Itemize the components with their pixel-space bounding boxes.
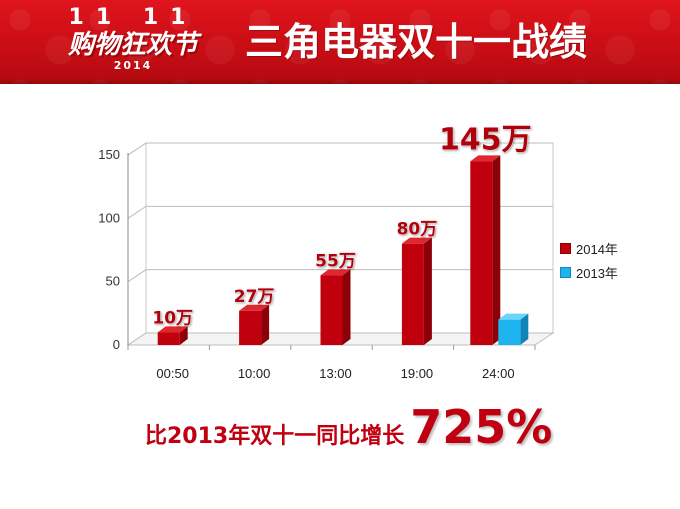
data-label: 55万	[315, 251, 356, 271]
chart-legend: 2014年 2013年	[560, 236, 650, 284]
y-tick-label: 100	[98, 210, 120, 225]
legend-item-2013: 2013年	[560, 260, 650, 284]
bar-2014-side	[492, 155, 501, 345]
bar-2014-top	[239, 304, 270, 311]
y-tick-label: 0	[113, 337, 120, 352]
data-label: 10万	[152, 308, 193, 328]
legend-swatch-2014	[560, 242, 571, 254]
logo-top-text: 11 11	[68, 5, 198, 30]
bar-2014	[470, 161, 493, 345]
data-label: 27万	[234, 287, 275, 307]
growth-summary: 比2013年双十一同比增长 725%	[145, 400, 552, 460]
legend-label-2013: 2013年	[576, 265, 618, 281]
growth-summary-text: 比2013年双十一同比增长	[145, 424, 405, 449]
bar-2014-side	[261, 304, 270, 345]
bar-2014	[157, 332, 180, 345]
bar-2014-side	[179, 326, 188, 345]
bar-2014-top	[320, 269, 351, 276]
x-tick-label: 24:00	[482, 366, 515, 381]
gridline	[127, 142, 553, 156]
chart-side-wall	[127, 142, 147, 346]
data-label: 80万	[397, 220, 438, 240]
bar-2013	[498, 319, 521, 345]
logo-year-text: 2014	[113, 59, 153, 72]
page-title: 三角电器双十一战绩	[245, 20, 588, 64]
header-banner: 11 11 购物狂欢节 2014 三角电器双十一战绩	[0, 0, 680, 84]
legend-swatch-2013	[560, 266, 571, 278]
legend-label-2014: 2014年	[576, 241, 618, 257]
bar-2014-top	[470, 155, 501, 162]
bar-2014-top	[401, 237, 432, 244]
gridline	[127, 205, 553, 219]
x-tick-label: 13:00	[319, 366, 352, 381]
banner-shadow	[0, 78, 680, 84]
x-tick-label: 10:00	[238, 366, 271, 381]
bar-2013-side	[520, 313, 529, 345]
y-tick-label: 150	[98, 147, 120, 162]
bar-2014-side	[342, 269, 351, 345]
bar-2014	[239, 310, 262, 345]
banner-pattern	[0, 0, 680, 84]
growth-value: 725%	[410, 400, 553, 454]
bar-2014	[401, 243, 424, 345]
bar-2013-top	[498, 313, 529, 320]
data-label: 145万	[439, 122, 532, 157]
bar-2014	[320, 275, 343, 345]
double-eleven-logo: 11 11 购物狂欢节 2014	[58, 4, 208, 78]
logo-main-text: 购物狂欢节	[67, 30, 198, 60]
bar-2014-top	[157, 326, 188, 333]
x-tick-label: 00:50	[156, 366, 189, 381]
bar-2014-side	[423, 237, 432, 345]
legend-item-2014: 2014年	[560, 236, 650, 260]
y-tick-label: 50	[106, 274, 120, 289]
x-tick-label: 19:00	[401, 366, 434, 381]
